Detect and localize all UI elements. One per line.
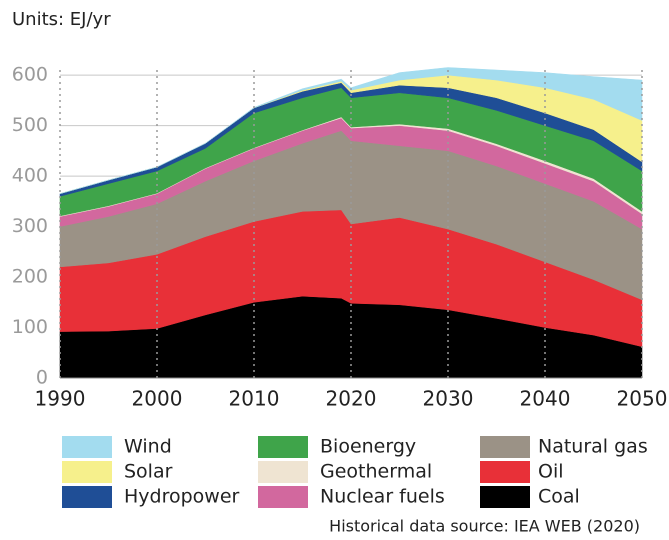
legend-label: Nuclear fuels — [320, 486, 445, 508]
legend-swatch — [258, 461, 308, 483]
x-tick-label: 1990 — [35, 387, 86, 411]
x-tick-label: 2000 — [132, 387, 183, 411]
legend-label: Oil — [538, 461, 564, 483]
x-tick-label: 2050 — [617, 387, 668, 411]
legend-label: Natural gas — [538, 436, 648, 458]
legend-swatch — [62, 436, 112, 458]
y-tick-label: 0 — [36, 367, 48, 389]
y-tick-label: 300 — [12, 215, 48, 237]
legend-label: Coal — [538, 486, 580, 508]
y-tick-label: 100 — [12, 316, 48, 338]
legend-label: Bioenergy — [320, 436, 416, 458]
units-label: Units: EJ/yr — [12, 9, 111, 30]
legend-label: Solar — [124, 461, 173, 483]
y-tick-label: 400 — [12, 165, 48, 187]
legend-swatch — [480, 461, 530, 483]
x-tick-label: 2030 — [423, 387, 474, 411]
x-tick-label: 2010 — [229, 387, 280, 411]
legend-swatch — [62, 486, 112, 508]
legend-swatch — [480, 436, 530, 458]
legend-swatch — [62, 461, 112, 483]
legend-swatch — [258, 436, 308, 458]
source-note: Historical data source: IEA WEB (2020) — [329, 517, 640, 536]
x-tick-label: 2020 — [326, 387, 377, 411]
legend-swatch — [480, 486, 530, 508]
y-tick-label: 200 — [12, 266, 48, 288]
legend-label: Hydropower — [124, 486, 240, 508]
y-tick-label: 500 — [12, 114, 48, 136]
legend-label: Geothermal — [320, 461, 432, 483]
y-tick-label: 600 — [12, 64, 48, 86]
legend-label: Wind — [124, 436, 172, 458]
legend-swatch — [258, 486, 308, 508]
x-tick-label: 2040 — [520, 387, 571, 411]
